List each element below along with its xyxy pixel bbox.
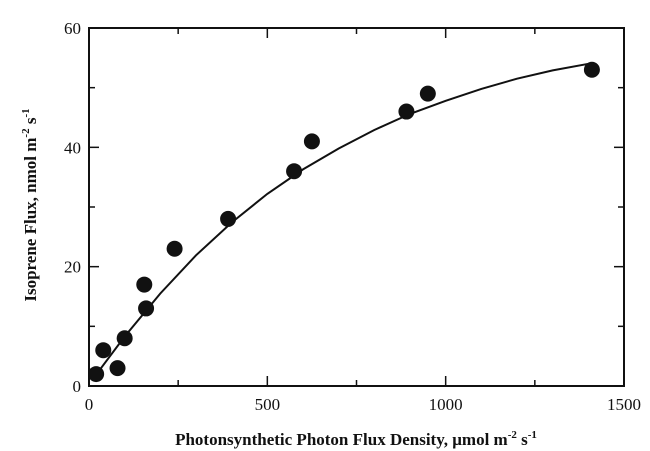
axis-tick-labels: 0 500 1000 1500 0 20 40 60 xyxy=(64,19,641,414)
x-axis-title-main: Photonsynthetic Photon Flux Density, μmo… xyxy=(175,430,508,449)
data-point xyxy=(116,330,133,347)
y-tick-label: 0 xyxy=(73,377,82,396)
plot-frame xyxy=(88,27,625,387)
data-point xyxy=(583,61,600,78)
y-axis-title-main: Isoprene Flux, nmol m xyxy=(21,138,40,302)
data-point xyxy=(286,163,303,180)
data-point xyxy=(220,210,237,227)
data-point xyxy=(136,276,153,293)
y-tick-label: 40 xyxy=(64,138,81,157)
x-axis-title-exp2: -1 xyxy=(528,429,537,441)
x-axis-title-mid: s xyxy=(517,430,528,449)
y-axis-title-exp1: -2 xyxy=(20,128,32,138)
data-point xyxy=(166,240,183,257)
x-tick-label: 500 xyxy=(255,395,281,414)
data-point xyxy=(398,103,415,120)
data-points xyxy=(88,61,600,383)
data-point xyxy=(95,342,112,359)
x-tick-label: 0 xyxy=(85,395,94,414)
fit-curve xyxy=(95,62,593,376)
x-axis-title-exp1: -2 xyxy=(508,429,518,441)
data-point xyxy=(419,85,436,102)
x-tick-label: 1000 xyxy=(429,395,463,414)
y-tick-label: 20 xyxy=(64,258,81,277)
x-axis-title: Photonsynthetic Photon Flux Density, μmo… xyxy=(175,429,537,449)
data-point xyxy=(303,133,320,150)
data-point xyxy=(88,366,105,383)
x-tick-label: 1500 xyxy=(607,395,641,414)
y-tick-label: 60 xyxy=(64,19,81,38)
y-axis-title: Isoprene Flux, nmol m-2 s-1 xyxy=(20,108,40,301)
y-axis-title-exp2: -1 xyxy=(20,108,32,117)
data-point xyxy=(109,360,126,377)
axis-ticks xyxy=(88,27,625,387)
y-axis-title-mid: s xyxy=(21,117,40,128)
data-point xyxy=(138,300,155,317)
